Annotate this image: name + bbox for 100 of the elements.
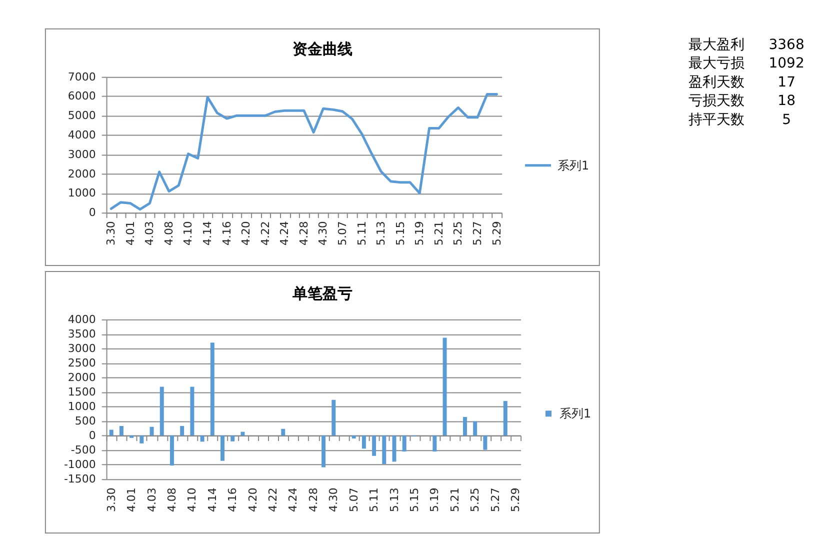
bar [462,416,467,436]
y-tick-label: 1000 [68,400,96,414]
bar [382,436,386,464]
bar [180,426,184,436]
bar [442,338,447,436]
x-tick-label: 5.21 [432,221,446,246]
x-tick-label: 4.08 [165,488,178,512]
x-tick-label: 4.20 [240,221,253,246]
x-tick-label: 5.11 [355,221,368,246]
bar [119,426,124,436]
x-tick-label: 4.28 [306,488,320,512]
bar [200,436,204,442]
y-tick-label: 1000 [68,186,96,200]
y-tick-label: 3000 [68,342,96,355]
data-label: 1092 [768,56,804,72]
x-tick-label: 5.21 [448,488,462,512]
x-tick-label: 5.11 [368,488,381,512]
x-tick-label: 5.13 [388,488,401,512]
x-tick-label: 4.28 [297,221,310,246]
category-label: 亏损天数 [688,93,745,110]
x-tick-label: 5.25 [468,488,482,512]
x-tick-label: 4.16 [220,221,234,246]
x-tick-label: 4.24 [286,488,300,512]
x-tick-label: 5.27 [470,221,484,246]
y-tick-label: 0 [88,206,96,220]
x-tick-label: 5.15 [408,488,421,512]
x-tick-label: 5.07 [347,488,360,512]
data-label: 17 [778,74,796,90]
x-tick-label: 4.03 [143,221,156,246]
category-label: 持平天数 [688,112,745,128]
y-tick-label: 3500 [68,327,96,340]
bar [109,430,114,436]
x-tick-label: 5.29 [508,488,522,512]
x-tick-label: 4.01 [125,488,138,512]
legend-label: 系列1 [559,406,592,421]
y-tick-label: 3000 [68,148,96,161]
x-tick-label: 5.19 [413,221,426,246]
y-tick-label: 1500 [68,385,96,398]
line-series [110,93,498,211]
y-tick-label: 5000 [68,109,96,122]
x-tick-label: 4.30 [327,488,340,512]
x-tick-label: 4.10 [182,221,195,246]
bar [432,436,437,452]
x-tick-label: 5.15 [394,221,407,246]
bar [220,436,224,461]
bar [160,386,164,436]
category-label: 最大盈利 [688,36,745,53]
x-tick-label: 4.20 [246,488,260,512]
bar [281,428,286,436]
x-tick-label: 4.16 [226,488,240,512]
bar [150,426,154,436]
bar [362,436,366,449]
bar [210,342,214,436]
y-tick-label: 0 [88,429,96,442]
data-label: 18 [778,93,796,110]
y-tick-label: 6000 [68,90,96,103]
bar [322,436,326,468]
x-tick-label: 4.03 [145,488,158,512]
x-tick-label: 5.13 [374,221,388,246]
y-tick-label: -500 [70,444,96,457]
x-tick-label: 5.07 [336,221,350,246]
x-tick-label: 3.30 [104,221,118,246]
x-tick-label: 4.08 [162,221,176,246]
bar [473,421,478,436]
y-tick-label: -1500 [64,472,96,486]
x-tick-label: 4.22 [266,488,280,512]
category-label: 最大亏损 [688,56,745,72]
x-tick-label: 4.22 [258,221,272,246]
bar [483,436,488,450]
x-tick-label: 5.25 [452,221,465,246]
x-tick-label: 4.10 [186,488,199,512]
bar [392,436,396,462]
bar [230,436,235,442]
bar [240,432,245,436]
bar [170,436,174,466]
y-tick-label: 2000 [68,370,96,384]
category-label: 盈利天数 [688,74,745,90]
data-label: 3368 [768,36,804,53]
x-tick-label: 5.19 [428,488,442,512]
x-tick-label: 4.14 [206,488,219,512]
x-tick-label: 5.27 [488,488,502,512]
bar [402,436,406,452]
bar [352,436,356,438]
y-tick-label: 2500 [68,356,96,370]
x-tick-label: 3.30 [104,488,118,512]
chart-title: 单笔盈亏 [291,284,352,302]
y-tick-label: 2000 [68,167,96,180]
y-tick-label: 500 [74,414,96,428]
y-tick-label: 7000 [68,70,96,84]
bar [503,401,508,436]
x-tick-label: 4.14 [201,221,214,246]
bar [372,436,376,456]
x-tick-label: 5.29 [490,221,504,246]
x-tick-label: 4.24 [278,221,292,246]
y-tick-label: -1000 [64,458,96,472]
x-tick-label: 4.01 [124,221,137,246]
legend-label: 系列1 [557,158,590,172]
x-tick-label: 4.30 [316,221,330,246]
y-tick-label: 4000 [68,312,96,326]
y-tick-label: 4000 [68,128,96,142]
